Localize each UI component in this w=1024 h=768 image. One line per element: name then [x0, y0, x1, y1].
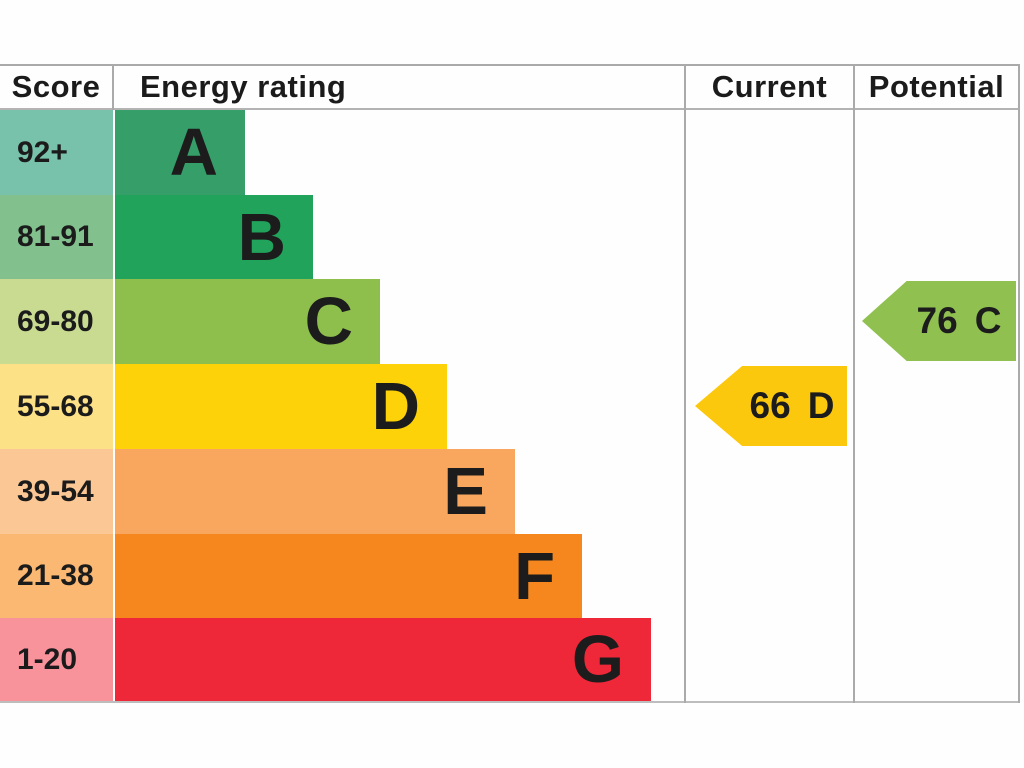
rating-letter-e: E — [443, 454, 488, 529]
score-cell-a: 92+ — [0, 110, 113, 195]
current-rating-value: 66 — [749, 385, 791, 426]
header-score-label: Score — [11, 69, 101, 104]
score-cell-e: 39-54 — [0, 449, 113, 534]
rating-letter-b: B — [237, 199, 286, 275]
table-top-border — [0, 64, 1020, 66]
rating-bar-e: E — [115, 449, 515, 534]
rating-letter-c: C — [304, 284, 353, 359]
header-current: Current — [686, 66, 853, 108]
score-cell-d: 55-68 — [0, 364, 113, 449]
rating-letter-f: F — [514, 538, 555, 614]
band-row-c: 69-80 C — [0, 279, 1020, 364]
band-row-g: 1-20 G — [0, 618, 1020, 701]
score-range-a: 92+ — [17, 135, 68, 169]
score-cell-b: 81-91 — [0, 195, 113, 279]
grid-line-current-potential — [853, 64, 855, 703]
band-row-e: 39-54 E — [0, 449, 1020, 534]
header-score: Score — [0, 66, 112, 108]
potential-rating-value: 76 — [916, 300, 958, 341]
rating-bar-b: B — [115, 195, 313, 279]
rating-letter-g: G — [571, 622, 624, 697]
grid-line-score — [112, 64, 114, 110]
band-row-d: 55-68 D — [0, 364, 1020, 449]
score-range-b: 81-91 — [17, 220, 94, 253]
header-energy-rating: Energy rating — [114, 66, 684, 108]
score-range-f: 21-38 — [17, 559, 94, 592]
band-row-b: 81-91 B — [0, 195, 1020, 279]
rating-bar-a: A — [115, 110, 245, 195]
current-rating-text: 66 D — [750, 385, 835, 427]
rating-bar-c: C — [115, 279, 380, 364]
potential-rating-letter: C — [974, 300, 1002, 341]
table-right-border — [1018, 64, 1020, 703]
grid-line-energy-current — [684, 64, 686, 703]
rating-bar-d: D — [115, 364, 447, 449]
score-range-e: 39-54 — [17, 474, 94, 508]
current-rating-letter: D — [807, 385, 835, 426]
score-cell-g: 1-20 — [0, 618, 113, 701]
rating-bar-f: F — [115, 534, 582, 618]
band-row-f: 21-38 F — [0, 534, 1020, 618]
rating-letter-a: A — [169, 115, 218, 190]
rating-bar-g: G — [115, 618, 651, 701]
header-potential-label: Potential — [868, 69, 1005, 104]
rating-letter-d: D — [371, 369, 420, 444]
table-bottom-border — [0, 701, 1020, 703]
potential-rating-text: 76 C — [917, 300, 1002, 342]
header-current-label: Current — [711, 69, 828, 104]
header-potential: Potential — [855, 66, 1018, 108]
header-underline — [0, 108, 1020, 110]
score-range-g: 1-20 — [17, 642, 78, 676]
score-cell-f: 21-38 — [0, 534, 113, 618]
band-row-a: 92+ A — [0, 110, 1020, 195]
header-energy-rating-label: Energy rating — [140, 69, 347, 104]
score-range-c: 69-80 — [17, 304, 94, 338]
score-cell-c: 69-80 — [0, 279, 113, 364]
score-range-d: 55-68 — [17, 389, 94, 423]
